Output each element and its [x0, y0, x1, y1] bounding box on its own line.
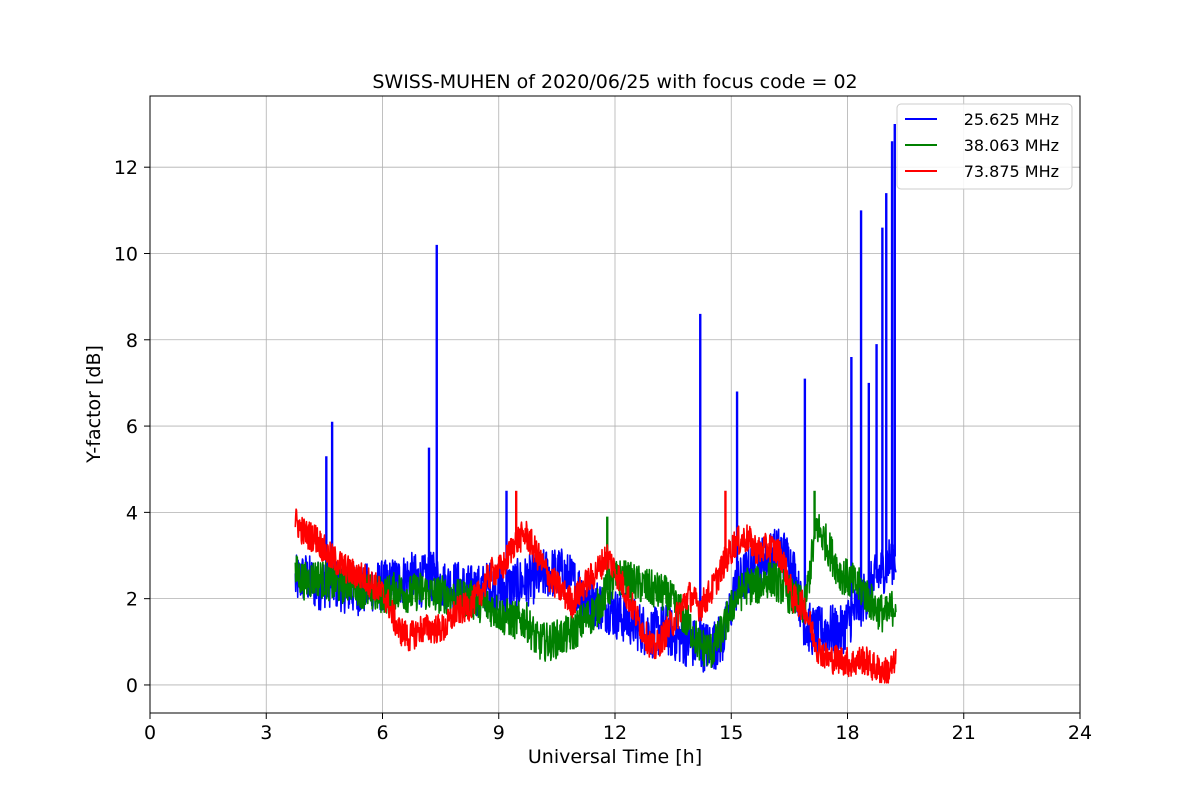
y-axis-label: Y-factor [dB]	[83, 345, 105, 464]
x-tick-label: 9	[493, 722, 505, 744]
series-line-2	[294, 508, 897, 684]
x-tick-label: 12	[603, 722, 627, 744]
legend: 25.625 MHz 38.063 MHz 73.875 MHz	[896, 103, 1073, 190]
y-tick-label: 2	[126, 589, 138, 611]
x-tick-label: 18	[835, 722, 859, 744]
y-tick-label: 4	[126, 502, 138, 524]
y-tick-label: 12	[114, 157, 138, 179]
series-layer	[294, 124, 897, 684]
y-tick-label: 8	[126, 330, 138, 352]
x-tick-label: 24	[1068, 722, 1092, 744]
x-tick-label: 6	[376, 722, 388, 744]
legend-box	[896, 103, 1073, 190]
x-tick-label: 3	[260, 722, 272, 744]
x-tick-label: 21	[952, 722, 976, 744]
x-tick-label: 0	[144, 722, 156, 744]
x-axis-label: Universal Time [h]	[528, 746, 702, 768]
legend-label-73-875: 73.875 MHz	[964, 162, 1059, 181]
legend-label-38-063: 38.063 MHz	[964, 136, 1059, 155]
y-tick-label: 6	[126, 416, 138, 438]
x-tick-label: 15	[719, 722, 743, 744]
y-tick-label: 0	[126, 675, 138, 697]
y-tick-label: 10	[114, 243, 138, 265]
legend-label-25-625: 25.625 MHz	[964, 110, 1059, 129]
chart-title: SWISS-MUHEN of 2020/06/25 with focus cod…	[372, 71, 857, 93]
